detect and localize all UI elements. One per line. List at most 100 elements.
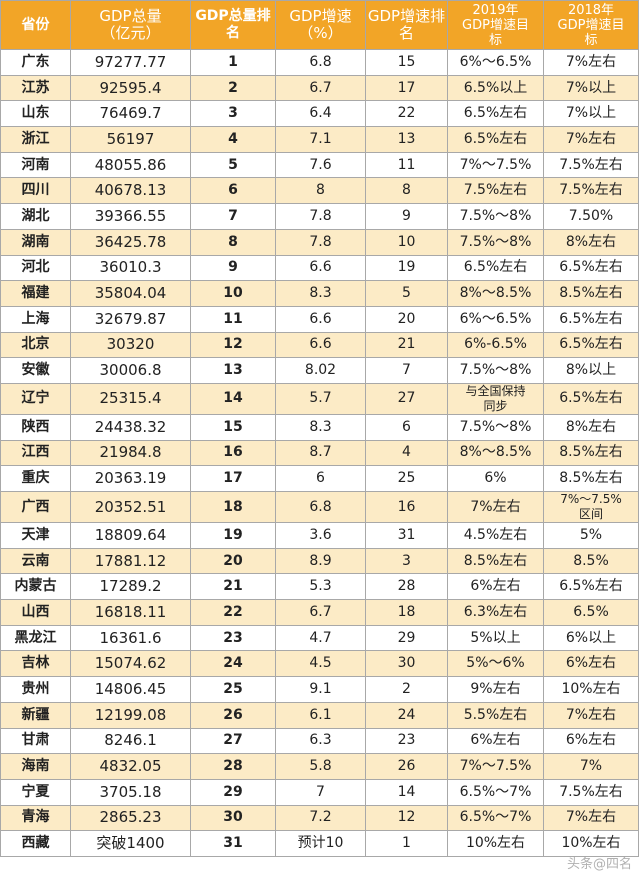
gdp-total-cell: 8246.1	[70, 727, 191, 755]
gdp-total-cell: 35804.04	[70, 280, 191, 307]
province-cell: 天津	[0, 522, 71, 549]
header-gdp-rank: GDP总量排 名	[190, 0, 276, 50]
target-2019-cell: 6.3%左右	[447, 599, 544, 626]
gdp-rank-cell: 11	[190, 305, 276, 333]
target-2018-cell: 8.5%左右	[543, 439, 639, 467]
province-cell: 贵州	[0, 676, 71, 703]
table-row: 宁夏 3705.18 29 7 14 6.5%～7% 7.5%左右	[0, 778, 639, 806]
gdp-growth-cell: 5.8	[275, 753, 366, 780]
gdp-rank-cell: 20	[190, 547, 276, 575]
target-2019-cell: 6%	[447, 465, 544, 492]
target-2018-cell: 5%	[543, 522, 639, 549]
growth-rank-cell: 15	[365, 49, 448, 76]
province-cell: 云南	[0, 547, 71, 575]
gdp-rank-cell: 28	[190, 753, 276, 780]
gdp-growth-cell: 8	[275, 177, 366, 205]
target-2019-cell: 7%左右	[447, 491, 544, 523]
gdp-growth-cell: 8.3	[275, 413, 366, 441]
gdp-growth-cell: 5.7	[275, 382, 366, 415]
growth-rank-cell: 13	[365, 126, 448, 153]
table-row: 湖南 36425.78 8 7.8 10 7.5%～8% 8%左右	[0, 228, 639, 256]
gdp-rank-cell: 2	[190, 74, 276, 102]
target-2019-cell: 9%左右	[447, 676, 544, 703]
target-2019-cell: 6.5%以上	[447, 74, 544, 102]
province-cell: 广西	[0, 491, 71, 523]
growth-rank-cell: 12	[365, 804, 448, 832]
growth-rank-cell: 19	[365, 254, 448, 282]
target-2018-cell: 7%	[543, 753, 639, 780]
target-2019-cell: 6.5%左右	[447, 100, 544, 128]
target-2018-cell: 7.5%左右	[543, 177, 639, 205]
gdp-growth-cell: 6.8	[275, 49, 366, 76]
target-2019-cell: 4.5%左右	[447, 522, 544, 549]
target-2018-cell: 8%左右	[543, 228, 639, 256]
target-2019-cell: 7.5%～8%	[447, 413, 544, 441]
gdp-growth-cell: 3.6	[275, 522, 366, 549]
gdp-total-cell: 20363.19	[70, 465, 191, 492]
table-row: 湖北 39366.55 7 7.8 9 7.5%～8% 7.50%	[0, 203, 639, 230]
target-2019-cell: 8%～8.5%	[447, 280, 544, 307]
target-2018-cell: 6%以上	[543, 624, 639, 652]
province-cell: 河南	[0, 151, 71, 179]
gdp-growth-cell: 预计10	[275, 830, 366, 857]
target-2019-cell: 6%～6.5%	[447, 305, 544, 333]
table-row: 青海 2865.23 30 7.2 12 6.5%～7% 7%左右	[0, 804, 639, 832]
header-growth-rank: GDP增速排 名	[365, 0, 448, 50]
gdp-rank-cell: 7	[190, 203, 276, 230]
target-2019-cell: 8%～8.5%	[447, 439, 544, 467]
growth-rank-cell: 2	[365, 676, 448, 703]
gdp-growth-cell: 6.6	[275, 331, 366, 359]
gdp-growth-cell: 4.5	[275, 650, 366, 678]
table-row: 江西 21984.8 16 8.7 4 8%～8.5% 8.5%左右	[0, 439, 639, 467]
province-cell: 陕西	[0, 413, 71, 441]
table-row: 辽宁 25315.4 14 5.7 27 与全国保持 同步 6.5%左右	[0, 382, 639, 415]
target-2019-cell: 5.5%左右	[447, 701, 544, 729]
province-cell: 河北	[0, 254, 71, 282]
province-cell: 安徽	[0, 357, 71, 384]
gdp-rank-cell: 29	[190, 778, 276, 806]
growth-rank-cell: 23	[365, 727, 448, 755]
table-row: 重庆 20363.19 17 6 25 6% 8.5%左右	[0, 465, 639, 492]
target-2018-cell: 8%左右	[543, 413, 639, 441]
target-2018-cell: 6%左右	[543, 727, 639, 755]
growth-rank-cell: 14	[365, 778, 448, 806]
growth-rank-cell: 29	[365, 624, 448, 652]
gdp-growth-cell: 7.8	[275, 203, 366, 230]
table-row: 福建 35804.04 10 8.3 5 8%～8.5% 8.5%左右	[0, 280, 639, 307]
gdp-total-cell: 36010.3	[70, 254, 191, 282]
growth-rank-cell: 20	[365, 305, 448, 333]
gdp-rank-cell: 13	[190, 357, 276, 384]
target-2019-cell: 8.5%左右	[447, 547, 544, 575]
gdp-growth-cell: 7	[275, 778, 366, 806]
gdp-total-cell: 39366.55	[70, 203, 191, 230]
gdp-growth-cell: 9.1	[275, 676, 366, 703]
province-cell: 海南	[0, 753, 71, 780]
gdp-rank-cell: 17	[190, 465, 276, 492]
gdp-total-cell: 25315.4	[70, 382, 191, 415]
province-cell: 北京	[0, 331, 71, 359]
gdp-growth-cell: 6.6	[275, 305, 366, 333]
gdp-growth-cell: 6.6	[275, 254, 366, 282]
table-row: 山西 16818.11 22 6.7 18 6.3%左右 6.5%	[0, 599, 639, 626]
target-2019-cell: 6.5%左右	[447, 254, 544, 282]
gdp-growth-cell: 7.6	[275, 151, 366, 179]
gdp-rank-cell: 16	[190, 439, 276, 467]
gdp-total-cell: 16361.6	[70, 624, 191, 652]
table-row: 江苏 92595.4 2 6.7 17 6.5%以上 7%以上	[0, 74, 639, 102]
growth-rank-cell: 18	[365, 599, 448, 626]
table-row: 陕西 24438.32 15 8.3 6 7.5%～8% 8%左右	[0, 413, 639, 441]
target-2018-cell: 7%左右	[543, 804, 639, 832]
target-2019-cell: 6.5%～7%	[447, 778, 544, 806]
watermark: 头条@四名	[566, 857, 632, 872]
target-2019-cell: 6%～6.5%	[447, 49, 544, 76]
gdp-growth-cell: 6.8	[275, 491, 366, 523]
target-2018-cell: 6.5%左右	[543, 254, 639, 282]
target-2018-cell: 7%左右	[543, 701, 639, 729]
table-row: 广西 20352.51 18 6.8 16 7%左右 7%～7.5% 区间	[0, 491, 639, 523]
growth-rank-cell: 3	[365, 547, 448, 575]
growth-rank-cell: 27	[365, 382, 448, 415]
province-cell: 黑龙江	[0, 624, 71, 652]
province-cell: 上海	[0, 305, 71, 333]
table-row: 甘肃 8246.1 27 6.3 23 6%左右 6%左右	[0, 727, 639, 755]
growth-rank-cell: 22	[365, 100, 448, 128]
